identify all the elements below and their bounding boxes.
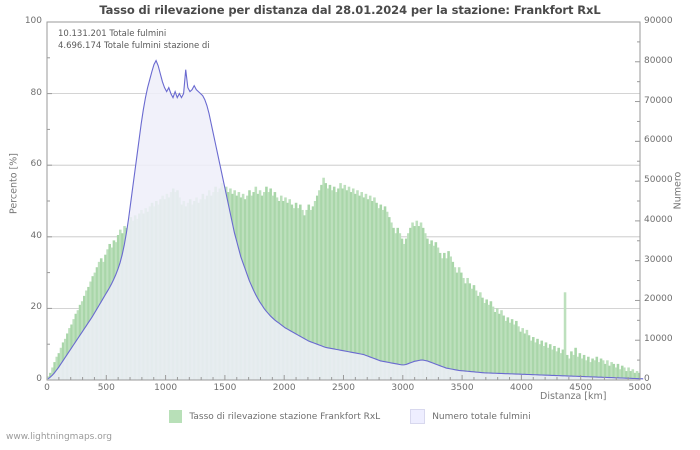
x-tick-1000: 1000 (154, 383, 178, 393)
x-tick-2000: 2000 (272, 383, 296, 393)
x-tick-2500: 2500 (332, 383, 355, 393)
y-tick-left-40: 40 (30, 230, 42, 241)
y-tick-left-60: 60 (30, 159, 42, 170)
y-tick-right-80000: 80000 (644, 55, 673, 66)
y-tick-left-80: 80 (30, 87, 42, 98)
x-tick-0: 0 (44, 383, 50, 393)
y-tick-left-100: 100 (24, 16, 42, 26)
x-axis-label: Distanza [km] (540, 391, 607, 402)
x-tick-5000: 5000 (628, 383, 652, 393)
chart-legend: Tasso di rilevazione stazione Frankfort … (0, 409, 700, 424)
y-tick-right-0: 0 (644, 374, 650, 384)
y-tick-right-90000: 90000 (644, 16, 673, 26)
legend-label-detection-rate: Tasso di rilevazione stazione Frankfort … (189, 411, 381, 422)
x-tick-4500: 4500 (569, 383, 593, 393)
y-axis-label-left: Percento [%] (8, 152, 20, 215)
legend-item-detection-rate[interactable]: Tasso di rilevazione stazione Frankfort … (169, 410, 380, 423)
x-tick-4000: 4000 (509, 383, 533, 393)
y-tick-right-70000: 70000 (644, 95, 673, 106)
y-tick-left-20: 20 (30, 302, 42, 313)
y-tick-right-50000: 50000 (644, 175, 673, 186)
legend-item-total-count[interactable]: Numero totale fulmini (410, 409, 531, 424)
y-tick-right-20000: 20000 (644, 294, 673, 305)
y-tick-right-40000: 40000 (644, 214, 673, 225)
footer-credit: www.lightningmaps.org (6, 432, 112, 442)
page-title: Tasso di rilevazione per distanza dal 28… (99, 3, 601, 17)
legend-swatch-total-count (410, 409, 426, 424)
x-tick-1500: 1500 (213, 383, 237, 393)
legend-swatch-detection-rate (169, 410, 183, 423)
x-tick-3500: 3500 (450, 383, 474, 393)
y-tick-right-10000: 10000 (644, 334, 673, 345)
y-tick-right-30000: 30000 (644, 254, 673, 265)
x-tick-3000: 3000 (391, 383, 415, 393)
annotation-station-strokes: 4.696.174 Totale fulmini stazione di (58, 41, 210, 51)
y-tick-left-0: 0 (36, 374, 42, 384)
legend-label-total-count: Numero totale fulmini (432, 411, 531, 422)
annotation-total-strokes: 10.131.201 Totale fulmini (58, 29, 167, 39)
x-tick-500: 500 (97, 383, 115, 393)
y-tick-right-60000: 60000 (644, 135, 673, 146)
